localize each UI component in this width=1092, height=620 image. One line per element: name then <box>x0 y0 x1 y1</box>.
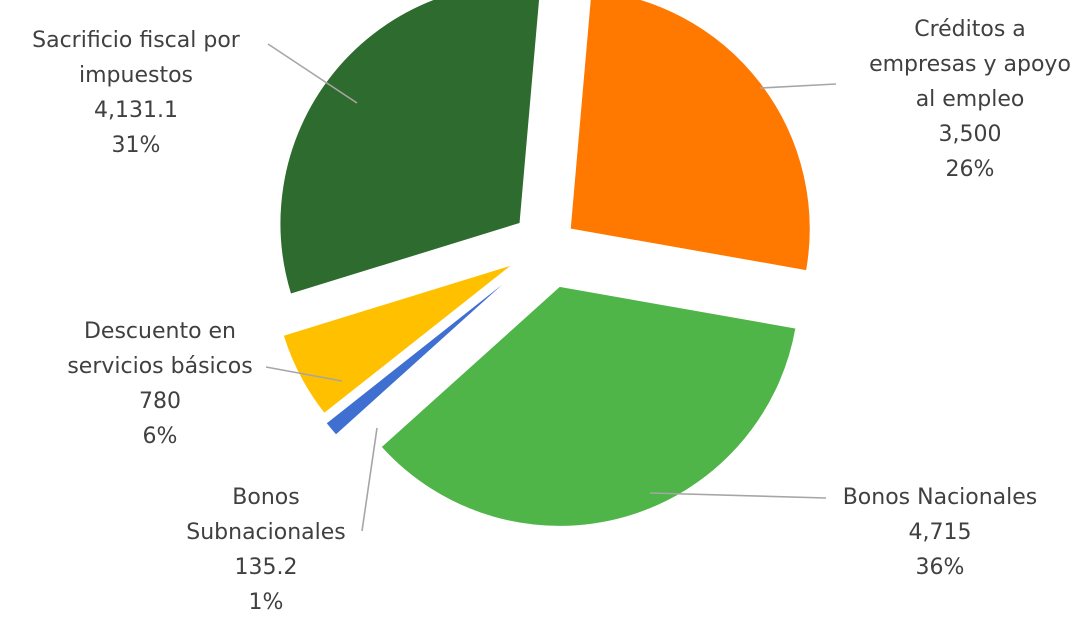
leader-lines-layer <box>265 43 837 532</box>
bonos-subnacionales-label-line-1: Subnacionales <box>186 520 346 545</box>
pie-slice-creditos-empresas <box>569 0 811 272</box>
creditos-empresas-percent-label: 26% <box>946 157 995 182</box>
creditos-empresas-label-line-1: empresas y apoyo <box>869 52 1071 77</box>
bonos-subnacionales-label-line-0: Bonos <box>232 485 299 510</box>
bonos-nacionales-label-line-0: Bonos Nacionales <box>843 485 1038 510</box>
pie-slice-bonos-subnacionales <box>325 273 515 436</box>
creditos-empresas-value-label: 3,500 <box>939 122 1002 147</box>
descuento-servicios-label-line-1: servicios básicos <box>67 354 252 379</box>
data-label-creditos-empresas: Créditos a empresas y apoyo al empleo 3,500… <box>869 17 1071 182</box>
creditos-empresas-label-line-0: Créditos a <box>914 17 1026 42</box>
slices-layer <box>279 0 811 527</box>
pie-slice-sacrificio-fiscal <box>279 0 541 295</box>
pie-slice-descuento-servicios <box>282 264 513 415</box>
leader-line-creditos-empresas <box>759 83 837 89</box>
descuento-servicios-label-line-0: Descuento en <box>84 319 236 344</box>
leader-line-descuento-servicios <box>265 366 343 382</box>
data-label-bonos-nacionales: Bonos Nacionales 4,715 36% <box>843 485 1038 580</box>
descuento-servicios-percent-label: 6% <box>143 424 178 449</box>
data-label-descuento-servicios: Descuento en servicios básicos 780 6% <box>67 319 252 449</box>
data-label-bonos-subnacionales: Bonos Subnacionales 135.2 1% <box>186 485 346 615</box>
creditos-empresas-label-line-2: al empleo <box>916 87 1025 112</box>
sacrificio-fiscal-label-line-1: impuestos <box>79 63 193 88</box>
bonos-subnacionales-value-label: 135.2 <box>235 555 298 580</box>
sacrificio-fiscal-percent-label: 31% <box>112 133 161 158</box>
bonos-nacionales-value-label: 4,715 <box>909 520 972 545</box>
sacrificio-fiscal-value-label: 4,131.1 <box>94 98 178 123</box>
bonos-nacionales-percent-label: 36% <box>916 555 965 580</box>
sacrificio-fiscal-label-line-0: Sacrificio fiscal por <box>32 28 241 53</box>
leader-line-sacrificio-fiscal <box>267 43 358 104</box>
pie-slice-bonos-nacionales <box>380 285 797 527</box>
leader-line-bonos-nacionales <box>649 492 827 499</box>
data-label-sacrificio-fiscal: Sacrificio fiscal por impuestos 4,131.1 31% <box>32 28 241 158</box>
leader-line-bonos-subnacionales <box>361 427 378 532</box>
bonos-subnacionales-percent-label: 1% <box>249 590 284 615</box>
labels-layer: Créditos a empresas y apoyo al empleo 3,500… <box>32 17 1071 615</box>
descuento-servicios-value-label: 780 <box>139 389 181 414</box>
